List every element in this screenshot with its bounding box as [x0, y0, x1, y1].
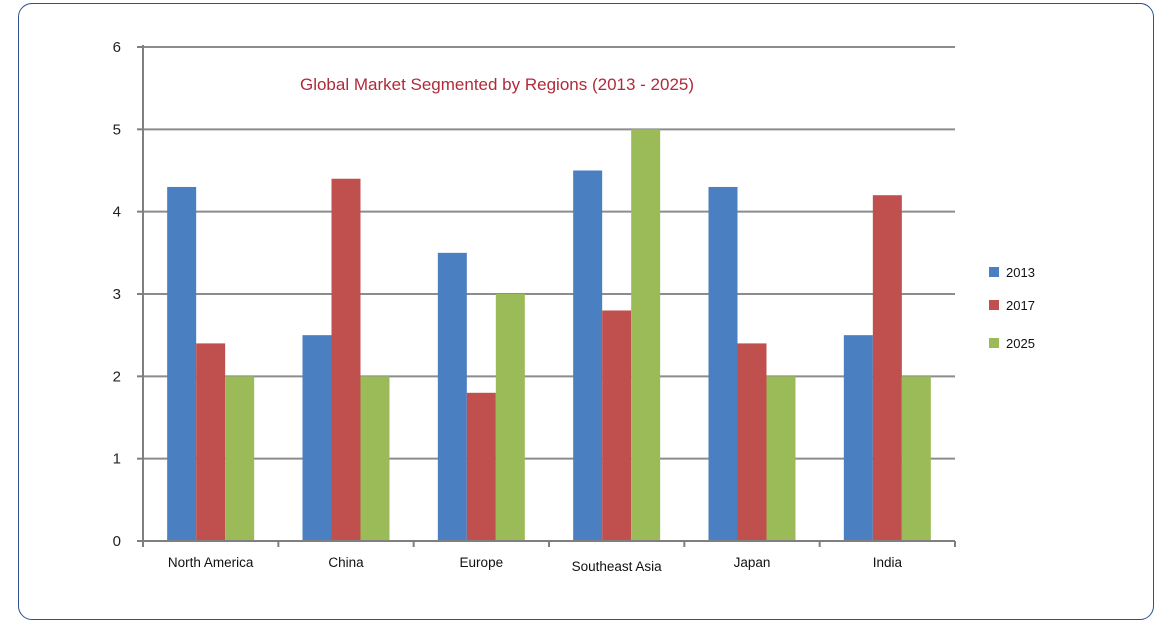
legend-label: 2017: [1006, 298, 1035, 313]
y-tick-label: 4: [113, 204, 121, 221]
legend-swatch: [989, 300, 999, 310]
legend-label: 2025: [1006, 336, 1035, 351]
bar-2025: [631, 129, 661, 542]
bar-2025: [225, 376, 255, 541]
bar-2013: [302, 335, 332, 541]
x-tick-label: India: [873, 555, 903, 570]
x-tick-label: China: [328, 555, 364, 570]
bar-2017: [466, 392, 496, 541]
bar-2025: [495, 294, 525, 541]
y-tick-label: 2: [113, 368, 121, 385]
y-tick-label: 0: [113, 533, 121, 550]
bar-2013: [167, 186, 197, 541]
bar-2025: [766, 376, 796, 541]
chart-title: Global Market Segmented by Regions (2013…: [300, 75, 694, 94]
legend-label: 2013: [1006, 265, 1035, 280]
bar-2017: [196, 343, 226, 541]
x-tick-label: Southeast Asia: [572, 559, 663, 574]
legend-swatch: [989, 338, 999, 348]
x-tick-label: Japan: [734, 555, 771, 570]
y-tick-label: 6: [113, 39, 121, 56]
bar-2017: [602, 310, 632, 541]
y-tick-label: 3: [113, 286, 121, 303]
x-tick-label: North America: [168, 555, 254, 570]
bars: [167, 129, 931, 542]
legend: 2013 2017 2025: [989, 265, 1035, 351]
gridlines: [143, 46, 955, 460]
y-tick-label: 1: [113, 451, 121, 468]
legend-swatch: [989, 267, 999, 277]
bar-2025: [360, 376, 390, 541]
bar-2025: [901, 376, 931, 541]
bar-2013: [573, 170, 603, 541]
y-tick-label: 5: [113, 121, 121, 138]
bar-2017: [737, 343, 767, 541]
x-tick-label: Europe: [460, 555, 504, 570]
bar-2013: [708, 186, 738, 541]
bar-2017: [872, 195, 902, 541]
bar-2013: [437, 252, 467, 542]
bar-2017: [331, 178, 361, 541]
axes: 0 1 2 3 4 5 6 North America China Europe Southeast…: [113, 39, 956, 574]
bar-2013: [843, 335, 873, 541]
